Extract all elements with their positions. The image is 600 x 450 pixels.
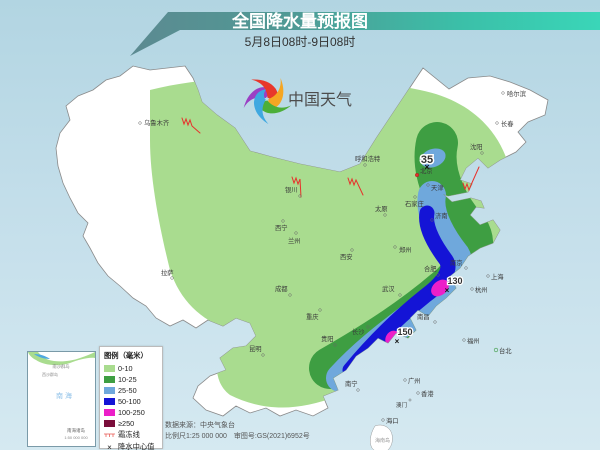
svg-text:拉萨: 拉萨: [161, 268, 174, 277]
svg-text:西宁: 西宁: [275, 223, 288, 232]
svg-text:南京: 南京: [450, 258, 463, 267]
svg-text:澳门: 澳门: [396, 401, 407, 409]
svg-text:130: 130: [447, 276, 462, 286]
svg-text:×: ×: [445, 286, 450, 295]
svg-text:上海: 上海: [491, 272, 504, 281]
svg-text:×: ×: [395, 337, 400, 346]
svg-text:5月8日08时-9日08时: 5月8日08时-9日08时: [245, 35, 356, 49]
svg-text:重庆: 重庆: [306, 312, 319, 321]
svg-text:兰州: 兰州: [288, 236, 301, 245]
svg-text:中国天气: 中国天气: [288, 91, 352, 109]
svg-text:海口: 海口: [386, 416, 399, 425]
svg-text:合肥: 合肥: [424, 264, 437, 273]
svg-text:南海: 南海: [56, 391, 74, 400]
svg-text:乌鲁木齐: 乌鲁木齐: [144, 118, 170, 127]
svg-text:1:50 000 000: 1:50 000 000: [64, 435, 88, 440]
svg-text:西沙群岛: 西沙群岛: [42, 371, 58, 377]
svg-text:广州: 广州: [408, 376, 421, 385]
svg-text:福州: 福州: [467, 336, 480, 345]
svg-text:太原: 太原: [375, 204, 388, 213]
svg-text:长春: 长春: [501, 119, 514, 128]
svg-text:南海诸岛: 南海诸岛: [67, 427, 85, 434]
svg-text:济南: 济南: [435, 211, 448, 220]
svg-text:香港: 香港: [421, 389, 434, 398]
svg-text:郑州: 郑州: [399, 246, 412, 254]
svg-text:海南岛: 海南岛: [375, 437, 390, 444]
svg-text:西安: 西安: [340, 252, 353, 261]
svg-text:杭州: 杭州: [475, 285, 488, 294]
svg-text:南沙群岛: 南沙群岛: [52, 363, 69, 370]
svg-text:150: 150: [397, 327, 412, 337]
svg-text:呼和浩特: 呼和浩特: [355, 154, 381, 163]
svg-text:昆明: 昆明: [249, 345, 262, 353]
svg-text:石家庄: 石家庄: [405, 199, 424, 208]
svg-text:全国降水量预报图: 全国降水量预报图: [231, 11, 368, 31]
svg-text:北京: 北京: [420, 166, 433, 175]
svg-text:南昌: 南昌: [417, 312, 430, 321]
svg-text:贵阳: 贵阳: [321, 334, 334, 343]
svg-text:长沙: 长沙: [352, 327, 365, 336]
svg-text:武汉: 武汉: [382, 284, 395, 293]
svg-text:成都: 成都: [275, 284, 288, 293]
svg-text:台北: 台北: [499, 346, 512, 355]
svg-text:银川: 银川: [285, 185, 298, 194]
svg-text:南宁: 南宁: [345, 379, 358, 388]
svg-text:天津: 天津: [431, 184, 444, 192]
svg-text:哈尔滨: 哈尔滨: [507, 89, 527, 98]
svg-text:沈阳: 沈阳: [470, 142, 483, 151]
